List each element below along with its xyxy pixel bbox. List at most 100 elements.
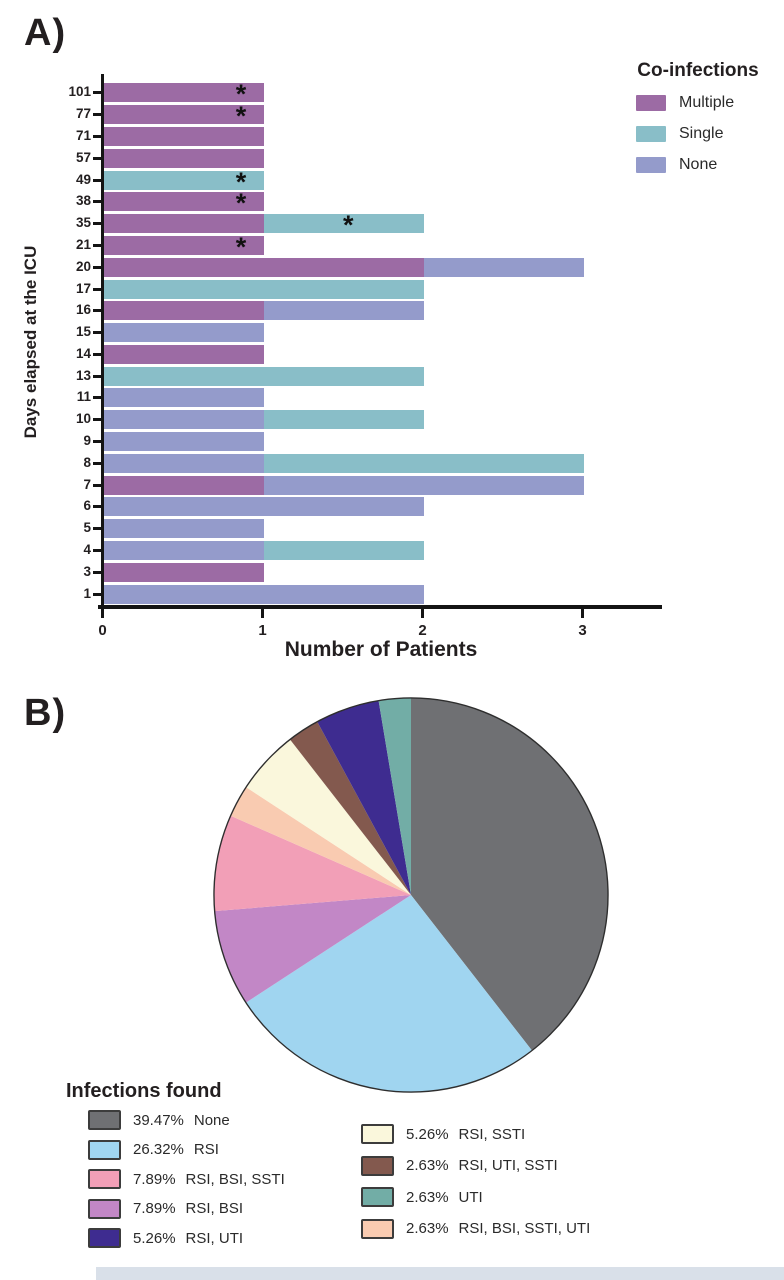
bar-segment-single xyxy=(264,541,424,561)
x-tick-mark xyxy=(261,609,264,618)
bar-segment-multiple xyxy=(104,475,264,495)
y-tick-label: 7 xyxy=(83,476,91,492)
y-tick-label: 77 xyxy=(75,106,91,122)
legend-swatch xyxy=(88,1110,121,1130)
y-tick-label: 14 xyxy=(75,345,91,361)
y-tick-label: 11 xyxy=(76,389,91,405)
significance-asterisk: * xyxy=(235,166,247,197)
y-tick-mark xyxy=(93,461,101,465)
x-tick-mark xyxy=(421,609,424,618)
legend-label: RSI, BSI, SSTI, UTI xyxy=(458,1220,591,1237)
y-tick-label: 49 xyxy=(75,171,91,187)
y-tick-label: 16 xyxy=(75,302,91,318)
y-tick-label: 17 xyxy=(75,280,91,296)
x-tick-mark xyxy=(101,609,104,618)
legend-swatch xyxy=(88,1228,121,1248)
infections-legend-item-rsi: 26.32% RSI xyxy=(88,1139,219,1160)
bar-segment-single xyxy=(104,170,264,190)
bar-segment-none xyxy=(264,475,584,495)
bar-chart: 101 * 77 * 71 57 49 * 38 * 35 * 21 * 20 17 16 15 14 13 11 10 9… xyxy=(68,74,662,639)
infections-legend-item-rsi-bsi: 7.89% RSI, BSI xyxy=(88,1198,244,1219)
y-tick-mark xyxy=(93,440,101,444)
legend-label: None xyxy=(193,1111,230,1129)
bar-segment-none xyxy=(104,541,264,561)
legend-swatch-single xyxy=(636,126,666,142)
infections-legend-item-rsi-ssti: 5.26% RSI, SSTI xyxy=(361,1124,525,1144)
y-tick-label: 35 xyxy=(75,215,91,231)
x-tick-label: 2 xyxy=(418,622,427,639)
legend-percent: 39.47% xyxy=(133,1111,184,1129)
x-tick-mark xyxy=(581,609,584,618)
pie-slice-rsi-uti-ssti xyxy=(290,721,411,895)
y-tick-label: 101 xyxy=(68,84,91,100)
y-tick-label: 5 xyxy=(83,520,91,536)
y-tick-mark xyxy=(93,331,101,335)
legend-swatch xyxy=(361,1155,394,1176)
infections-legend-item-none: 39.47% None xyxy=(88,1110,230,1130)
x-axis-line xyxy=(98,605,662,609)
legend-percent: 5.26% xyxy=(406,1125,449,1143)
bar-segment-none xyxy=(104,519,264,539)
pie-slice-none xyxy=(411,697,609,1051)
bar-segment-multiple xyxy=(104,344,264,364)
y-tick-label: 20 xyxy=(75,258,91,274)
y-tick-mark xyxy=(93,418,101,422)
bar-segment-multiple xyxy=(104,214,264,234)
y-tick-mark xyxy=(93,134,101,138)
y-tick-mark xyxy=(93,505,101,509)
y-tick-label: 4 xyxy=(83,542,91,558)
y-tick-mark xyxy=(93,265,101,269)
y-tick-label: 6 xyxy=(83,498,91,514)
y-tick-label: 10 xyxy=(75,411,91,427)
bar-segment-multiple xyxy=(104,301,264,321)
bar-segment-single xyxy=(264,410,424,430)
y-tick-label: 13 xyxy=(75,367,91,383)
bar-segment-none xyxy=(104,453,264,473)
x-tick-label: 3 xyxy=(578,622,587,639)
legend-label: RSI, UTI xyxy=(185,1229,244,1247)
y-tick-mark xyxy=(93,178,101,182)
y-tick-label: 15 xyxy=(75,324,91,340)
y-tick-mark xyxy=(93,222,101,226)
y-tick-mark xyxy=(93,156,101,160)
bar-segment-single xyxy=(264,453,584,473)
panel-b-label: B) xyxy=(24,692,67,734)
legend-swatch xyxy=(361,1187,394,1207)
legend-swatch xyxy=(88,1169,121,1189)
y-tick-label: 71 xyxy=(75,127,91,143)
significance-asterisk: * xyxy=(235,188,247,219)
y-tick-mark xyxy=(93,91,101,95)
y-axis-line xyxy=(101,74,104,608)
legend-swatch xyxy=(88,1198,121,1219)
infections-legend-item-rsi-uti-ssti: 2.63% RSI, UTI, SSTI xyxy=(361,1155,558,1176)
bar-segment-multiple xyxy=(104,192,264,212)
y-tick-mark xyxy=(93,287,101,291)
legend-percent: 2.63% xyxy=(406,1220,449,1237)
y-tick-mark xyxy=(93,352,101,356)
significance-asterisk: * xyxy=(343,210,354,241)
y-tick-mark xyxy=(93,243,101,247)
legend-percent: 26.32% xyxy=(133,1141,184,1158)
y-tick-mark xyxy=(93,200,101,204)
pie-slice-rsi-ssti xyxy=(246,739,411,895)
pie-chart xyxy=(213,697,609,1093)
y-tick-mark xyxy=(93,374,101,378)
y-tick-mark xyxy=(93,592,101,596)
legend-label: RSI, UTI, SSTI xyxy=(458,1157,558,1174)
legend-label: RSI, BSI xyxy=(185,1200,244,1217)
bar-segment-none xyxy=(424,257,584,277)
x-tick-label: 0 xyxy=(98,622,107,639)
bar-segment-multiple xyxy=(104,257,424,277)
infections-legend-item-uti: 2.63% UTI xyxy=(361,1187,483,1207)
bar-segment-none xyxy=(104,323,264,343)
y-axis-title: Days elapsed at the ICU xyxy=(21,245,40,439)
bar-segment-multiple xyxy=(104,562,264,582)
infections-legend-item-rsi-bsi-ssti: 7.89% RSI, BSI, SSTI xyxy=(88,1169,285,1189)
coinfections-legend-item-none: None xyxy=(636,156,782,174)
legend-label: RSI xyxy=(193,1141,219,1158)
y-tick-label: 3 xyxy=(83,563,91,579)
legend-percent: 2.63% xyxy=(406,1157,449,1174)
pie-slice-uti xyxy=(378,697,411,895)
infections-legend-item-rsi-uti: 5.26% RSI, UTI xyxy=(88,1228,243,1248)
bar-segment-none xyxy=(104,410,264,430)
